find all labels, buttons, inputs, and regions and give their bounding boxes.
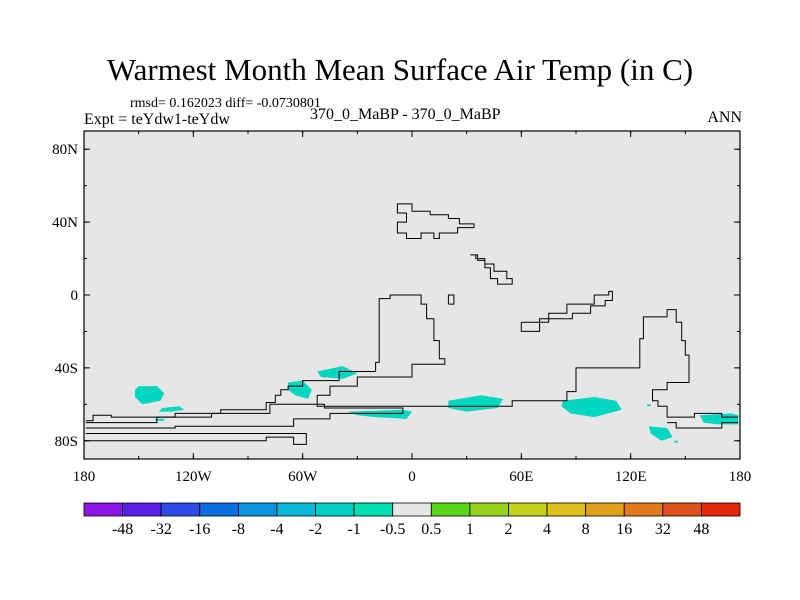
anomaly-patch xyxy=(647,404,651,407)
colorbar-swatch xyxy=(276,502,316,517)
colorbar-label: 48 xyxy=(693,521,709,538)
coastline xyxy=(470,254,513,285)
colorbar-label: -48 xyxy=(112,521,133,538)
colorbar-swatch xyxy=(353,502,394,517)
anomaly-patch xyxy=(288,380,312,399)
coastline xyxy=(520,290,613,332)
colorbar-swatch xyxy=(662,502,702,517)
plot-title: Warmest Month Mean Surface Air Temp (in … xyxy=(106,52,694,87)
colorbar-swatch xyxy=(508,502,548,517)
colorbar-label: 0.5 xyxy=(421,521,441,538)
anomaly-patch xyxy=(648,426,673,441)
coastline xyxy=(447,294,455,305)
colorbar-label: 32 xyxy=(655,521,671,538)
colorbar-label: 16 xyxy=(616,521,632,538)
anomaly-patch xyxy=(348,409,412,419)
colorbar-swatch xyxy=(392,502,432,517)
colorbar-swatch xyxy=(83,502,123,517)
colorbar-swatch xyxy=(623,502,664,517)
colorbar-label: -4 xyxy=(270,521,283,538)
comparison-label: 370_0_MaBP - 370_0_MaBP xyxy=(310,106,501,123)
colorbar-swatch xyxy=(546,502,587,517)
coastline xyxy=(85,433,307,445)
colorbar-label: -1 xyxy=(347,521,360,538)
coastline xyxy=(667,422,739,429)
anomaly-patch xyxy=(158,406,185,412)
anomaly-patch xyxy=(448,395,504,412)
period-label: ANN xyxy=(707,109,742,126)
coastline xyxy=(396,203,475,239)
colorbar-label: -0.5 xyxy=(380,521,405,538)
colorbar-label: -2 xyxy=(309,521,322,538)
colorbar-label: 8 xyxy=(582,521,590,538)
colorbar-swatch xyxy=(430,502,471,517)
anomaly-patch xyxy=(135,386,165,405)
colorbar-swatch xyxy=(315,502,355,517)
colorbar-label: -32 xyxy=(151,521,172,538)
lat-tick-label: 40N xyxy=(52,215,78,231)
colorbar-swatch xyxy=(701,502,741,517)
lon-tick-label: 120E xyxy=(615,469,647,485)
lon-tick-label: 0 xyxy=(408,469,416,485)
lon-tick-label: 120W xyxy=(175,469,213,485)
anomaly-patch xyxy=(317,366,358,379)
lon-tick-label: 60E xyxy=(509,469,533,485)
experiment-label: Expt = teYdw1-teYdw xyxy=(84,111,230,128)
colorbar-swatch xyxy=(122,502,162,517)
lat-tick-label: 40S xyxy=(55,361,78,377)
colorbar-label: -16 xyxy=(189,521,210,538)
colorbar-swatch xyxy=(585,502,625,517)
map-plot-area: 80N 40N 0 40S 80S 180 120W 60W 0 60E 120E 180 xyxy=(52,130,752,485)
anomaly-patch xyxy=(674,440,678,443)
coastline xyxy=(85,294,739,422)
coastline xyxy=(85,403,404,429)
lat-tick-label: 80S xyxy=(55,434,78,450)
lat-tick-label: 80N xyxy=(52,142,78,158)
colorbar-label: 2 xyxy=(504,521,512,538)
colorbar-label: -8 xyxy=(232,521,245,538)
anomaly-patch xyxy=(699,413,739,425)
colorbar-swatch xyxy=(160,502,201,517)
colorbar-label: 1 xyxy=(466,521,474,538)
lon-tick-label: 60W xyxy=(288,469,318,485)
colorbar-swatch xyxy=(469,502,509,517)
colorbar-label: 4 xyxy=(543,521,551,538)
colorbar-swatch xyxy=(199,502,239,517)
anomaly-patch xyxy=(561,397,622,418)
colorbar: -48 -32 -16 -8 -4 -2 -1 -0.5 0.5 1 2 4 8 16 32 48 xyxy=(83,502,741,538)
lon-tick-label: 180 xyxy=(729,469,752,485)
lon-tick-label: 180 xyxy=(73,469,96,485)
colorbar-swatch xyxy=(237,502,278,517)
stats-label: rmsd= 0.162023 diff= -0.0730801 xyxy=(130,96,321,111)
lat-tick-label: 0 xyxy=(71,288,79,304)
